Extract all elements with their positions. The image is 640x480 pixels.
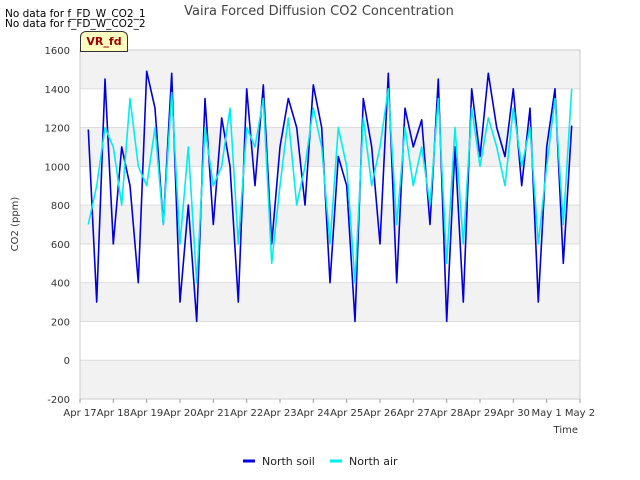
x-tick-label: Apr 29 [463,408,496,419]
y-tick-label: 0 [64,356,70,367]
plot-band [80,50,580,89]
legend-label-north-soil: North soil [262,455,315,468]
x-tick-label: Apr 24 [297,408,330,419]
y-tick-label: 1600 [45,46,70,57]
plot-band [80,360,580,399]
x-tick-label: Apr 17 [63,408,96,419]
y-tick-label: 800 [51,201,70,212]
plot-band [80,282,580,322]
x-tick-label: Apr 23 [263,408,296,419]
site-badge: VR_fd [80,31,128,52]
x-tick-label: May 1 [532,408,562,419]
y-axis: -200 0 200 400 600 800 1000 1200 1400 1600 [45,46,70,406]
y-tick-label: 400 [51,279,70,290]
series-line-north-soil [87,70,573,323]
y-tick-label: 200 [51,317,70,328]
chart-title: Vaira Forced Diffusion CO2 Concentration [184,4,454,19]
x-tick-label: Apr 28 [430,408,463,419]
legend: North soil North air [243,455,398,468]
x-tick-label: Apr 30 [497,408,530,419]
y-tick-label: 600 [51,240,70,251]
x-tick-label: Apr 27 [397,408,430,419]
no-data-notice-1: No data for f_FD_W_CO2_1 [5,8,146,20]
x-axis-label: Time [553,425,578,436]
x-tick-label: Apr 19 [130,408,163,419]
y-axis-label: CO2 (ppm) [10,197,21,252]
series-line-north-air [87,88,573,284]
x-tick-label: Apr 21 [197,408,230,419]
y-tick-label: -200 [47,395,70,406]
x-tick-label: Apr 26 [363,408,396,419]
plot-bands [80,50,580,399]
x-axis: Apr 17 Apr 18 Apr 19 Apr 20 Apr 21 Apr 22 Apr … [63,399,595,419]
x-tick-label: Apr 25 [330,408,363,419]
x-tick-label: Apr 22 [230,408,263,419]
series-lines [87,70,573,323]
x-tick-label: Apr 18 [97,408,130,419]
legend-label-north-air: North air [349,455,398,468]
x-tick-label: Apr 20 [163,408,196,419]
y-tick-label: 1000 [45,162,70,173]
no-data-notice-2: No data for f_FD_W_CO2_2 [5,18,146,30]
x-tick-label: May 2 [565,408,595,419]
y-tick-label: 1400 [45,85,70,96]
y-tick-label: 1200 [45,124,70,135]
plot-frame [79,49,581,400]
